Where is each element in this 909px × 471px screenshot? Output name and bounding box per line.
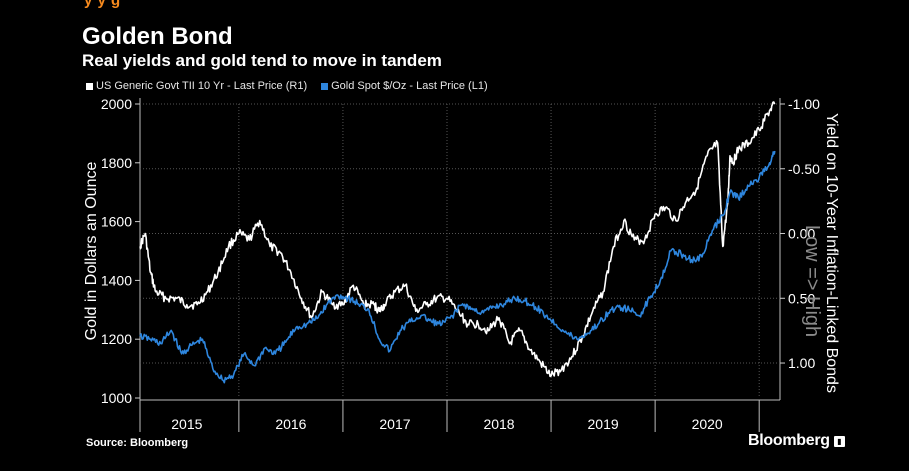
left-tick-label: 2000 [101, 96, 132, 112]
left-tick-label: 1600 [101, 214, 132, 230]
source-note: Source: Bloomberg [86, 437, 189, 449]
series-line-gold-price [139, 150, 776, 384]
right-tick-label: 0.00 [788, 226, 815, 242]
right-axis-note: Low => High [801, 225, 823, 337]
legend-item-gold: Gold Spot $/Oz - Last Price (L1) [321, 80, 488, 92]
chart-subtitle: Real yields and gold tend to move in tan… [82, 51, 442, 70]
year-label: 2020 [692, 416, 723, 432]
legend: US Generic Govt TII 10 Yr - Last Price (… [86, 80, 488, 92]
left-tick-label: 1200 [101, 331, 132, 347]
bloomberg-logo: Bloomberg ▮ [748, 432, 845, 450]
top-clipped-strip: y y g [84, 0, 121, 9]
left-axis-title: Gold in Dollars an Ounce [83, 162, 100, 341]
right-tick-label: 0.50 [788, 290, 815, 306]
left-tick-label: 1800 [101, 155, 132, 171]
right-axis-title: Yield on 10-Year Inflation-Linked Bonds [823, 113, 840, 393]
year-label: 2016 [275, 416, 306, 432]
chart-icon: ▮ [833, 435, 845, 447]
year-label: 2017 [379, 416, 410, 432]
year-label: 2018 [483, 416, 514, 432]
series-line-tii-yield [139, 101, 776, 378]
year-label: 2015 [171, 416, 202, 432]
brand-name: Bloomberg [748, 432, 830, 449]
left-tick-label: 1000 [101, 390, 132, 406]
chart-title: Golden Bond [82, 23, 233, 50]
legend-label-tii: US Generic Govt TII 10 Yr - Last Price (… [96, 80, 308, 92]
legend-swatch-tii [86, 82, 93, 90]
right-tick-label: 1.00 [788, 355, 815, 371]
legend-swatch-gold [321, 82, 329, 90]
right-tick-label: -0.50 [788, 161, 820, 177]
legend-item-tii: US Generic Govt TII 10 Yr - Last Price (… [86, 80, 307, 92]
legend-label-gold: Gold Spot $/Oz - Last Price (L1) [331, 80, 488, 92]
left-tick-label: 1400 [101, 272, 132, 288]
right-tick-label: -1.00 [788, 96, 820, 112]
year-label: 2019 [588, 416, 619, 432]
